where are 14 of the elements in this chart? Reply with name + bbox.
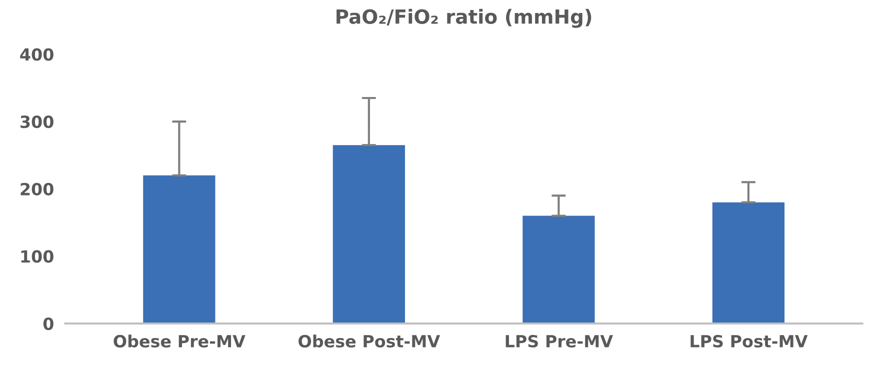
x-tick-label: Obese Pre-MV (114, 334, 246, 348)
x-tick-label: Obese Post-MV (298, 334, 440, 348)
chart-title: PaO₂/FiO₂ ratio (mmHg) (336, 8, 592, 28)
y-tick-label: 400 (20, 48, 54, 61)
x-tick-label: LPS Pre-MV (506, 334, 613, 348)
x-tick-label: LPS Post-MV (690, 334, 808, 348)
y-tick-label: 100 (21, 250, 54, 263)
bar (143, 175, 216, 324)
y-tick-label: 300 (20, 116, 54, 128)
y-tick-label: 0 (43, 317, 54, 330)
bar (522, 216, 595, 324)
bar (332, 145, 405, 324)
bar (712, 202, 784, 324)
y-tick-label: 200 (20, 182, 54, 196)
